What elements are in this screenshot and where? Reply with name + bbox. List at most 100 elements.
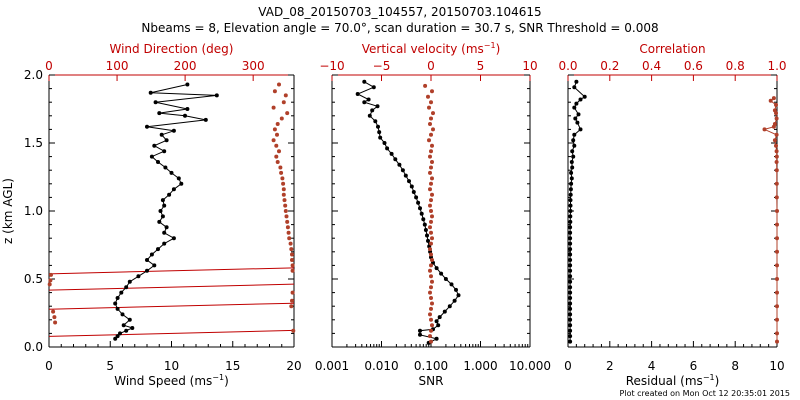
vv-snr-point xyxy=(416,200,421,205)
wind-wind-speed-point xyxy=(162,203,167,208)
wind-wind-speed-point xyxy=(149,252,154,257)
corr-residual-point xyxy=(568,252,573,257)
vv-snr-point xyxy=(409,184,414,189)
wind-bottom-axis-label-text: Wind Speed (ms xyxy=(114,374,212,388)
vv-vertical-velocity-point xyxy=(428,122,432,126)
vv-snr-point xyxy=(418,328,422,333)
wind-y-tick-label: 1.0 xyxy=(24,204,43,218)
corr-residual-point xyxy=(568,247,573,252)
corr-bottom-axis-label: Residual (ms−1) xyxy=(626,373,720,388)
wind-wind-speed-point xyxy=(115,296,120,300)
vv-vertical-velocity-point xyxy=(428,268,432,273)
corr-correlation-point xyxy=(775,249,779,254)
vv-vertical-velocity-point xyxy=(429,285,433,290)
wind-bottom-tick-label: 0 xyxy=(45,359,53,373)
wind-wind-speed-point xyxy=(160,214,165,219)
corr-residual-point xyxy=(568,214,573,219)
corr-residual-point xyxy=(568,290,573,295)
wind-top-tick-label: 300 xyxy=(242,59,265,73)
corr-residual-point xyxy=(568,296,573,300)
wind-wind-speed-point xyxy=(124,328,129,333)
corr-top-tick-label: 0.8 xyxy=(726,59,745,73)
vv-vertical-velocity-point xyxy=(429,165,433,170)
vv-top-axis-label: Vertical velocity (ms−1) xyxy=(362,41,501,56)
plot-created-footer: Plot created on Mon Oct 12 20:35:01 2015 xyxy=(620,389,790,398)
vv-vertical-velocity-point xyxy=(430,176,434,181)
vv-vertical-velocity-point xyxy=(428,290,432,295)
corr-residual-point xyxy=(568,328,573,333)
wind-wind-direction-point xyxy=(286,230,291,235)
vv-vertical-velocity-point xyxy=(429,328,433,333)
corr-correlation-point xyxy=(772,138,777,143)
vv-snr-point xyxy=(373,119,378,124)
vv-vertical-velocity-point xyxy=(428,170,432,175)
wind-wind-direction-point xyxy=(291,328,296,333)
corr-residual-point xyxy=(568,263,573,268)
corr-residual-point xyxy=(569,176,574,181)
corr-correlation-point xyxy=(775,331,779,336)
vv-vertical-velocity-point xyxy=(430,143,434,148)
corr-bottom-axis-label-exponent: −1 xyxy=(703,373,715,382)
vv-snr-point xyxy=(439,271,444,276)
vv-vertical-velocity-point xyxy=(430,160,434,164)
wind-wind-speed-point xyxy=(145,268,149,273)
vv-vertical-velocity-point xyxy=(427,105,431,110)
corr-residual-point xyxy=(571,154,576,159)
wind-wind-speed-point xyxy=(157,111,162,116)
wind-wind-direction-point xyxy=(290,298,294,303)
wind-wind-speed-point xyxy=(171,187,176,192)
corr-top-tick-label: 0.0 xyxy=(558,59,577,73)
corr-correlation-point xyxy=(774,149,779,154)
vv-vertical-velocity-point xyxy=(429,263,433,268)
corr-residual-point xyxy=(568,301,573,306)
wind-bottom-tick-label: 10 xyxy=(164,359,179,373)
vv-vertical-velocity-point xyxy=(429,100,433,105)
vertical-velocity-panel: 0.001 0.010 0.100 1.000 10.000 −10 −5 0 5 10 SNR Ve… xyxy=(315,41,551,388)
corr-bottom-axis-label-text: Residual (ms xyxy=(626,374,703,388)
vv-snr-point xyxy=(447,304,452,309)
vv-bottom-axis-label: SNR xyxy=(419,374,444,388)
wind-bottom-tick-label: 15 xyxy=(225,359,240,373)
corr-residual-point xyxy=(569,170,574,175)
vv-bottom-axis-label-text: SNR xyxy=(419,374,444,388)
wind-wind-direction-point xyxy=(272,89,277,94)
wind-wind-speed-point xyxy=(162,149,167,154)
vv-snr-point xyxy=(376,124,380,129)
wind-wind-direction-point xyxy=(281,187,286,192)
wind-wind-direction-point xyxy=(274,143,279,148)
wind-wind-direction-point xyxy=(279,170,284,175)
wind-wind-speed-point xyxy=(115,306,120,311)
vv-snr-point xyxy=(442,309,447,314)
wind-wind-direction-point xyxy=(283,209,288,213)
corr-bottom-tick-label: 8 xyxy=(731,359,739,373)
corr-correlation-point xyxy=(774,143,778,148)
wind-wind-direction-point xyxy=(47,282,52,287)
vv-vertical-velocity-point xyxy=(429,252,433,257)
wind-wind-direction-point xyxy=(285,225,290,230)
vv-vertical-velocity-point xyxy=(428,187,432,192)
vv-snr-point xyxy=(411,190,416,194)
wind-wind-direction-point xyxy=(51,309,56,314)
corr-residual-point xyxy=(568,236,573,241)
wind-y-tick-label: 2.0 xyxy=(24,68,43,82)
wind-wind-direction-point xyxy=(282,198,287,203)
vv-vertical-velocity-point xyxy=(430,236,434,241)
wind-wind-speed-point xyxy=(159,132,164,137)
corr-residual-point xyxy=(568,203,573,208)
wind-wind-speed-point xyxy=(164,225,169,230)
vv-vertical-velocity-point xyxy=(423,83,428,88)
wind-wind-direction-point xyxy=(279,116,284,121)
wind-wind-speed-point xyxy=(118,331,122,336)
corr-correlation-point xyxy=(768,98,773,103)
corr-residual-point xyxy=(570,149,575,154)
wind-wind-speed-point xyxy=(160,198,165,203)
vv-top-tick-label: 10 xyxy=(522,59,537,73)
vv-snr-point xyxy=(385,146,390,151)
wind-wind-speed-point xyxy=(149,154,154,159)
vv-vertical-velocity-point xyxy=(430,192,434,197)
corr-residual-point xyxy=(572,85,577,90)
corr-bottom-tick-label: 0 xyxy=(564,359,572,373)
wind-wind-speed-point xyxy=(179,181,184,186)
vv-top-tick-label: −5 xyxy=(373,59,391,73)
wind-wind-speed-point xyxy=(176,176,181,181)
